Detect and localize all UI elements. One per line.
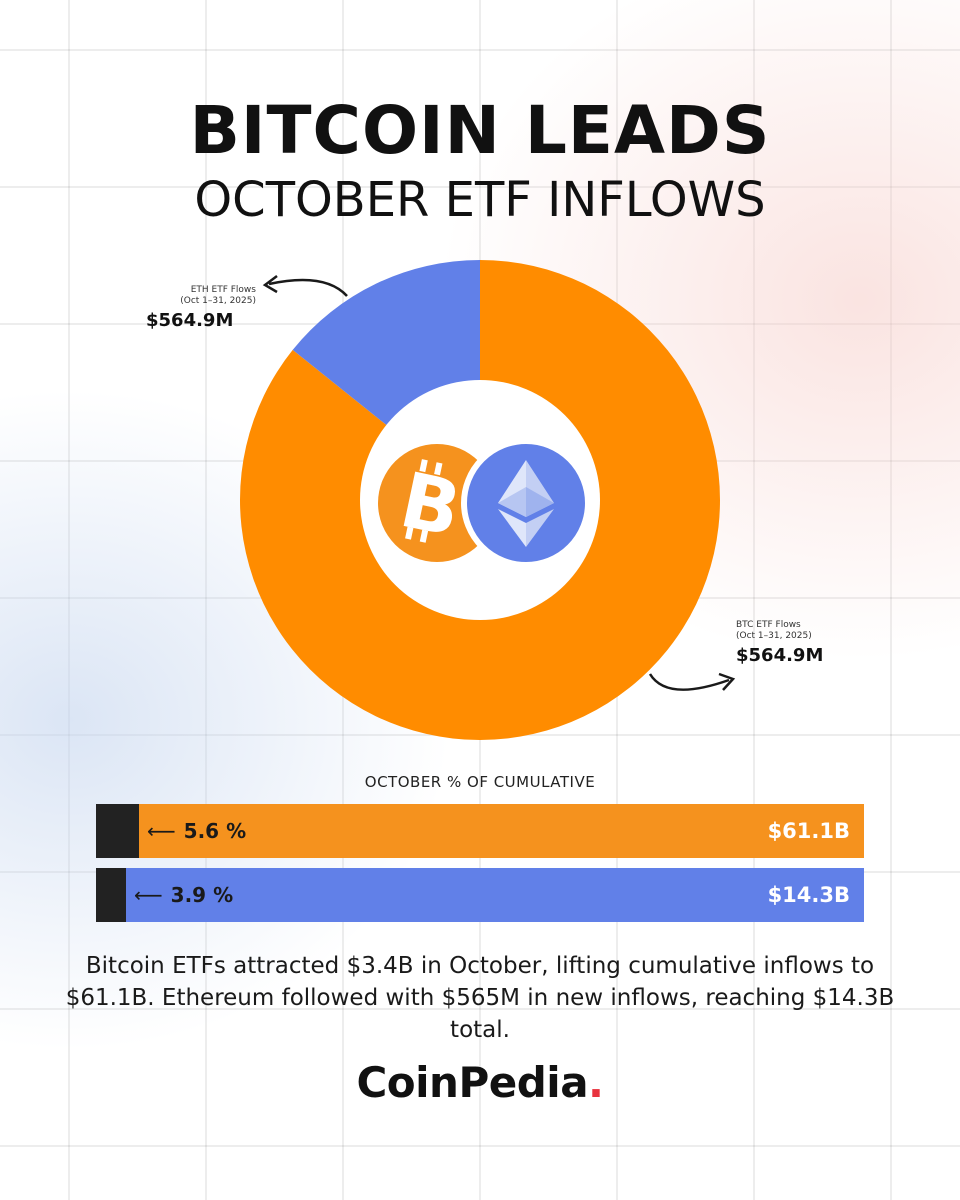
arrow-left-icon: ⟵ <box>147 819 176 843</box>
eth-pct-label: 3.9 % <box>170 883 234 907</box>
eth-annotation-value: $564.9M <box>146 310 234 331</box>
bitcoin-icon: B <box>378 444 496 562</box>
donut-chart: B <box>240 260 720 740</box>
eth-annotation: ETH ETF Flows (Oct 1–31, 2025) $564.9M <box>146 285 256 331</box>
btc-arrow <box>648 672 736 691</box>
btc-cumulative-bar: ⟵ 5.6 % $61.1B <box>96 804 864 858</box>
summary-text: Bitcoin ETFs attracted $3.4B in October,… <box>65 953 895 1043</box>
eth-cumulative-fill: ⟵ 3.9 % $14.3B <box>126 868 864 922</box>
btc-pct-label: 5.6 % <box>183 819 247 843</box>
page-title: BITCOIN LEADS <box>189 92 771 169</box>
eth-cumulative-bar: ⟵ 3.9 % $14.3B <box>96 868 864 922</box>
btc-annotation: BTC ETF Flows (Oct 1–31, 2025) $564.9M <box>736 620 856 666</box>
page-subtitle: OCTOBER ETF INFLOWS <box>194 172 766 228</box>
ethereum-icon <box>461 438 591 568</box>
btc-annotation-value: $564.9M <box>736 645 824 666</box>
eth-total-label: $14.3B <box>767 883 850 907</box>
logo-text: CoinPedia <box>356 1058 589 1107</box>
eth-arrow <box>262 275 348 297</box>
eth-annotation-label: ETH ETF Flows <box>190 285 256 295</box>
logo-dot: . <box>588 1058 604 1107</box>
btc-annotation-label: BTC ETF Flows <box>736 620 801 630</box>
btc-annotation-period: (Oct 1–31, 2025) <box>736 631 812 641</box>
bar-section-title: OCTOBER % OF CUMULATIVE <box>364 773 596 791</box>
btc-october-share <box>96 804 139 858</box>
btc-total-label: $61.1B <box>767 819 850 843</box>
arrow-left-icon: ⟵ <box>134 883 163 907</box>
btc-cumulative-fill: ⟵ 5.6 % $61.1B <box>139 804 864 858</box>
eth-annotation-period: (Oct 1–31, 2025) <box>180 296 256 306</box>
coinpedia-logo: CoinPedia. <box>0 1058 960 1107</box>
eth-october-share <box>96 868 126 922</box>
